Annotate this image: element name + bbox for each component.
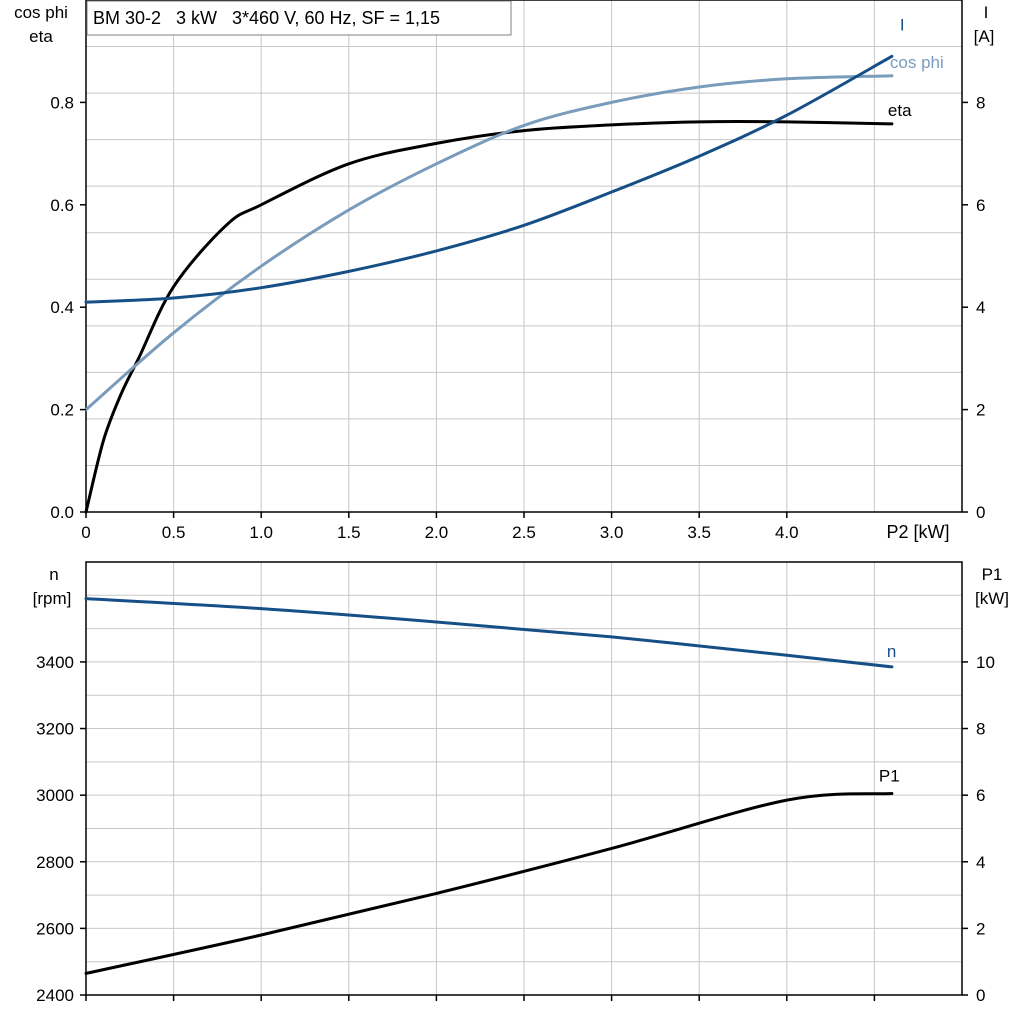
- top-right-tick-label: 4: [976, 298, 985, 317]
- bottom-right-axis-label-2: [kW]: [975, 589, 1009, 608]
- bottom-left-tick-label: 3400: [36, 653, 74, 672]
- top-left-axis-label-2: eta: [29, 27, 53, 46]
- top-x-tick-label: 3.0: [600, 523, 624, 542]
- top-series-eta: [84, 120, 894, 514]
- bottom-series-label-P1: P1: [879, 766, 900, 785]
- top-left-tick-label: 0.4: [50, 298, 74, 317]
- top-series: eta cos phi I: [84, 15, 944, 514]
- top-right-axis-label-2: [A]: [974, 27, 995, 46]
- bottom-left-tick-label: 2400: [36, 986, 74, 1005]
- chart-title-box: [86, 0, 512, 36]
- top-right-tick-label: 6: [976, 196, 985, 215]
- top-series-cos-phi: [84, 74, 894, 412]
- top-right-tick-label: 8: [976, 93, 985, 112]
- top-left-axis-label-1: cos phi: [14, 3, 68, 22]
- top-series-label-eta: eta: [888, 101, 912, 120]
- top-x-tick-label: 0.5: [162, 523, 186, 542]
- bottom-right-tick-label: 4: [976, 853, 985, 872]
- bottom-left-tick-label: 3000: [36, 786, 74, 805]
- top-x-tick-label: 3.5: [687, 523, 711, 542]
- top-x-tick-label: 4.0: [775, 523, 799, 542]
- top-right-tick-label: 0: [976, 503, 985, 522]
- bottom-series-n: [84, 597, 894, 669]
- bottom-right-tick-label: 8: [976, 720, 985, 739]
- top-x-tick-label: 1.0: [249, 523, 273, 542]
- top-grid: [86, 0, 962, 512]
- x-axis-label: P2 [kW]: [886, 522, 949, 542]
- bottom-ticks: 2400 2600 2800 3000 3200 3400 0 2 4 6 8 10: [36, 653, 995, 1005]
- top-series-label-cos-phi: cos phi: [890, 53, 944, 72]
- bottom-left-tick-label: 2800: [36, 853, 74, 872]
- top-x-tick-label: 2.0: [425, 523, 449, 542]
- top-x-tick-label: 1.5: [337, 523, 361, 542]
- bottom-series: n P1: [84, 597, 900, 975]
- top-left-tick-label: 0.8: [50, 93, 74, 112]
- bottom-series-label-n: n: [887, 642, 896, 661]
- bottom-left-tick-label: 2600: [36, 919, 74, 938]
- bottom-grid: [86, 562, 962, 995]
- top-left-tick-label: 0.6: [50, 196, 74, 215]
- top-ticks: 0.0 0.2 0.4 0.6 0.8 0 2 4 6 8 0 0.5 1.0 1.5 2.0 2.5 3.0 3…: [50, 93, 985, 542]
- chart-title: BM 30-2 3 kW 3*460 V, 60 Hz, SF = 1,15: [93, 8, 440, 28]
- bottom-left-tick-label: 3200: [36, 720, 74, 739]
- bottom-left-axis-label-1: n: [49, 565, 58, 584]
- bottom-right-tick-label: 2: [976, 919, 985, 938]
- top-right-tick-label: 2: [976, 401, 985, 420]
- bottom-right-tick-label: 0: [976, 986, 985, 1005]
- bottom-right-axis-label-1: P1: [982, 565, 1003, 584]
- bottom-right-tick-label: 10: [976, 653, 995, 672]
- bottom-series-P1: [84, 792, 894, 975]
- top-left-tick-label: 0.2: [50, 401, 74, 420]
- top-x-tick-label: 0: [81, 523, 90, 542]
- bottom-right-tick-label: 6: [976, 786, 985, 805]
- top-series-I: [84, 54, 894, 304]
- top-left-tick-label: 0.0: [50, 503, 74, 522]
- top-series-label-I: I: [900, 15, 905, 34]
- top-x-tick-label: 2.5: [512, 523, 536, 542]
- bottom-left-axis-label-2: [rpm]: [33, 589, 72, 608]
- top-right-axis-label-1: I: [984, 3, 989, 22]
